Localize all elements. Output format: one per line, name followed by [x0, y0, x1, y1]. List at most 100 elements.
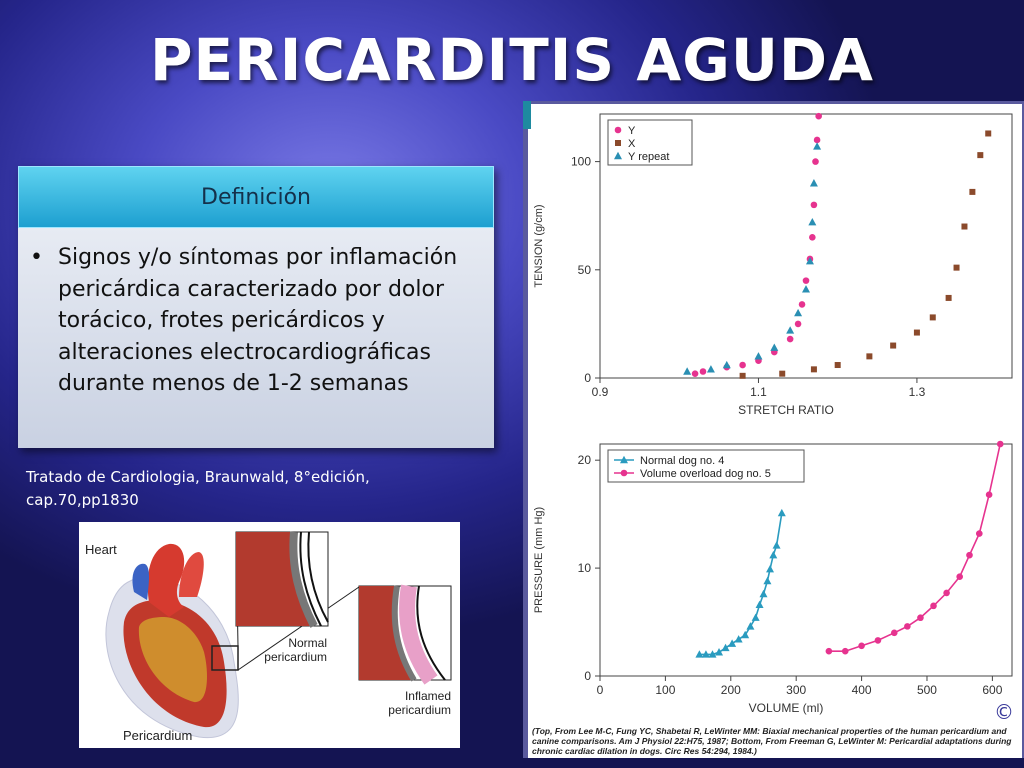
chart-panel: 0.9 1.1 1.3 0 50 100 STRETCH RATIO TENSION (g/c… [528, 104, 1022, 758]
series-normal-dog-no-4 [695, 508, 786, 658]
data-point [786, 326, 795, 334]
data-point [953, 264, 960, 271]
data-point [802, 285, 810, 293]
data-point [699, 368, 707, 375]
data-point [691, 370, 699, 377]
data-point [913, 329, 920, 336]
x-tick-label: 100 [655, 683, 675, 697]
inflamed-pericardium-label: Inflamed pericardium [388, 689, 451, 717]
y-tick-label: 50 [578, 263, 592, 277]
data-point [943, 589, 950, 597]
y-tick-label: 20 [578, 453, 592, 467]
data-point [755, 600, 764, 608]
y-tick-label: 0 [584, 669, 591, 683]
data-point [810, 201, 818, 209]
data-point [759, 589, 768, 598]
data-point [890, 629, 898, 637]
data-point [809, 234, 816, 241]
inflamed-pericardium-inset [358, 584, 452, 685]
data-point [976, 530, 983, 537]
decorative-tab [523, 101, 531, 129]
data-point [754, 352, 763, 360]
copyright-icon: © [994, 700, 1014, 724]
data-point [956, 573, 963, 581]
x-tick-label: 1.3 [909, 385, 926, 399]
data-point [961, 223, 968, 230]
x-tick-label: 500 [917, 683, 937, 697]
series-x [739, 130, 992, 379]
y-axis-label: PRESSURE (mm Hg) [533, 507, 545, 613]
data-point [779, 370, 786, 377]
definition-box: Definición • Signos y/o síntomas por inf… [18, 166, 494, 448]
data-point [751, 613, 760, 621]
normal-pericardium-inset [235, 531, 329, 628]
pericardium-label: Pericardium [123, 728, 192, 743]
data-point [763, 576, 772, 585]
legend-box [607, 449, 805, 483]
data-point [813, 136, 821, 144]
data-point [739, 361, 746, 369]
data-point [769, 550, 778, 559]
legend-label: X [628, 138, 636, 150]
data-point [805, 256, 814, 265]
data-point [904, 623, 911, 630]
data-point [890, 342, 897, 349]
data-point [858, 642, 865, 650]
data-point [734, 635, 743, 643]
heart-label: Heart [85, 542, 117, 557]
legend-marker [620, 469, 628, 477]
data-point [815, 112, 822, 120]
definition-body: • Signos y/o síntomas por inflamación pe… [18, 228, 494, 448]
legend: YXY repeat [607, 119, 693, 166]
y-tick-label: 0 [584, 371, 591, 385]
x-tick-label: 1.1 [750, 385, 767, 399]
legend-label: Y [628, 125, 636, 137]
data-point [985, 130, 992, 137]
definition-text: Signos y/o síntomas por inflamación peri… [58, 245, 458, 396]
legend-label: Volume overload dog no. 5 [640, 468, 771, 480]
data-point [930, 602, 937, 610]
data-point [739, 372, 746, 379]
data-point [766, 564, 775, 573]
legend-label: Y repeat [628, 151, 669, 163]
x-tick-label: 400 [852, 683, 872, 697]
data-point [917, 614, 924, 622]
slide-title: PERICARDITIS AGUDA [150, 26, 874, 94]
definition-header: Definición [18, 166, 494, 228]
data-point [929, 314, 936, 321]
y-tick-label: 10 [578, 561, 592, 575]
data-point [808, 217, 817, 226]
data-point [810, 366, 817, 373]
data-point [985, 491, 993, 499]
heart-drawing: Heart Normal pericardium Inflamed pericard… [85, 531, 452, 743]
data-point [708, 650, 717, 658]
data-point [969, 188, 976, 195]
chart-1: 0.9 1.1 1.3 0 50 100 STRETCH RATIO TENSION (g/c… [533, 112, 1013, 417]
x-tick-label: 300 [786, 683, 806, 697]
data-point [770, 343, 779, 351]
data-point [977, 152, 984, 159]
data-point [794, 308, 803, 317]
x-axis-label: VOLUME (ml) [749, 701, 824, 715]
bullet-icon: • [30, 245, 43, 270]
data-point [722, 360, 731, 369]
data-point [798, 301, 806, 308]
data-point [866, 353, 873, 360]
x-tick-label: 0 [597, 683, 604, 697]
data-point [834, 362, 841, 369]
data-point [825, 647, 833, 655]
data-point [794, 320, 802, 328]
data-point [728, 639, 737, 647]
data-point [706, 365, 715, 373]
data-point [777, 508, 786, 517]
data-point [966, 551, 973, 559]
data-point [741, 630, 750, 639]
heart-illustration: Heart Normal pericardium Inflamed pericard… [79, 522, 460, 748]
legend-marker [615, 140, 621, 146]
y-axis-label: TENSION (g/cm) [533, 204, 545, 287]
data-point [945, 294, 952, 301]
data-point [809, 179, 818, 187]
x-axis-label: STRETCH RATIO [738, 403, 834, 417]
